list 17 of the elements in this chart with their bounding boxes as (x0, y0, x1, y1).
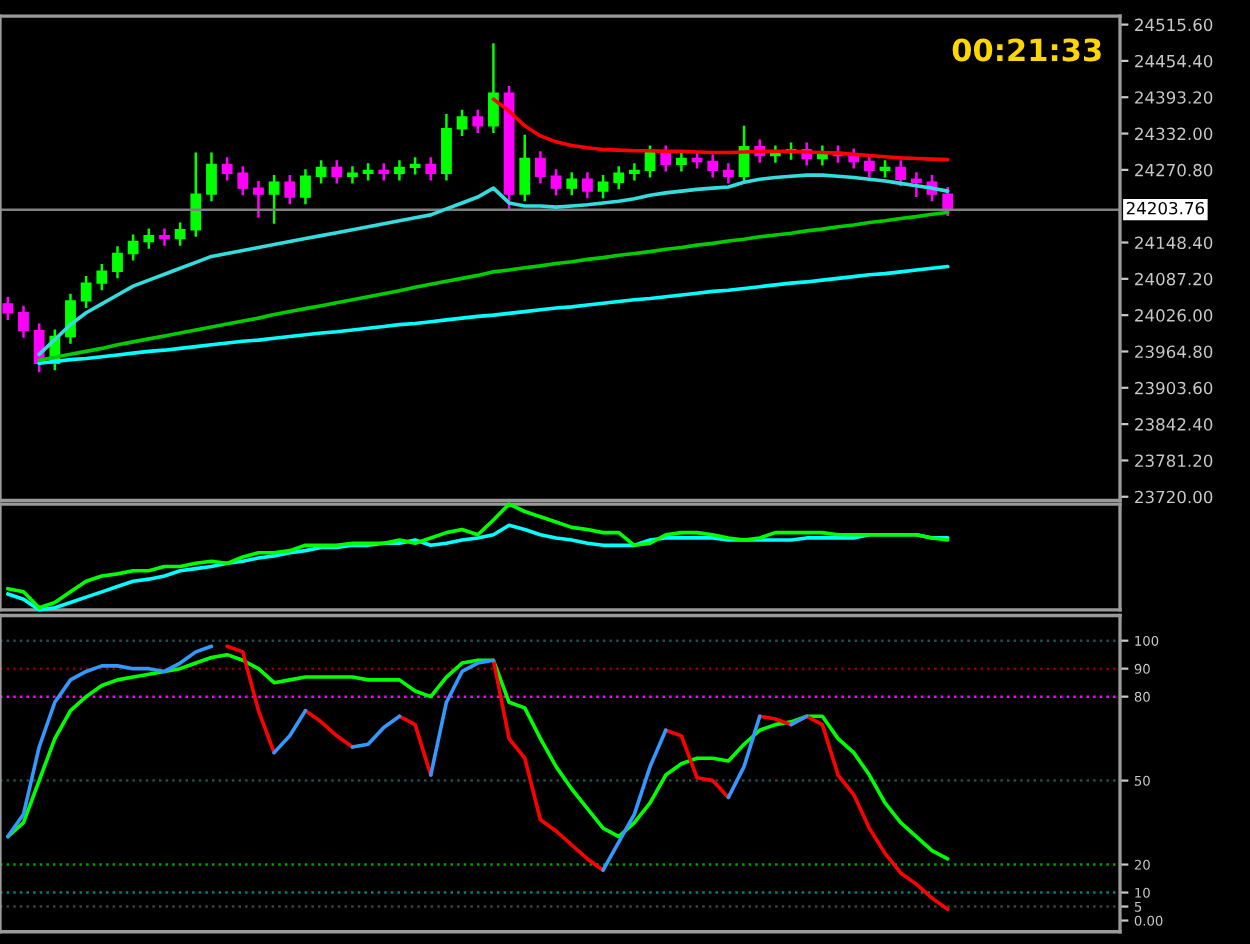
line-series (6, 652, 950, 861)
candlestick (472, 108, 484, 135)
y-tick-label: 24393.20 (1135, 91, 1213, 104)
y-tick-label: 23842.40 (1135, 418, 1213, 431)
y-tick-label: 23781.20 (1135, 454, 1213, 468)
y-tick-label: 24515.60 (1135, 18, 1213, 32)
ref-line-label: 24203.76 (1126, 201, 1205, 215)
y-tick-label: 24087.20 (1135, 272, 1213, 286)
annotation: 00:21:33 (952, 38, 1101, 62)
y-tick-label: 23720.00 (1135, 490, 1213, 504)
y-tick-label: 23903.60 (1135, 381, 1213, 395)
y-tick-label: 24270.80 (1135, 163, 1213, 177)
y-tick-label: 24148.40 (1135, 236, 1213, 250)
y-tick-label: 23964.80 (1135, 345, 1213, 359)
y-tick-label: 24332.00 (1135, 127, 1213, 141)
y-tick-label: 24454.40 (1135, 54, 1213, 68)
y-tick-label: 24026.00 (1135, 309, 1213, 322)
